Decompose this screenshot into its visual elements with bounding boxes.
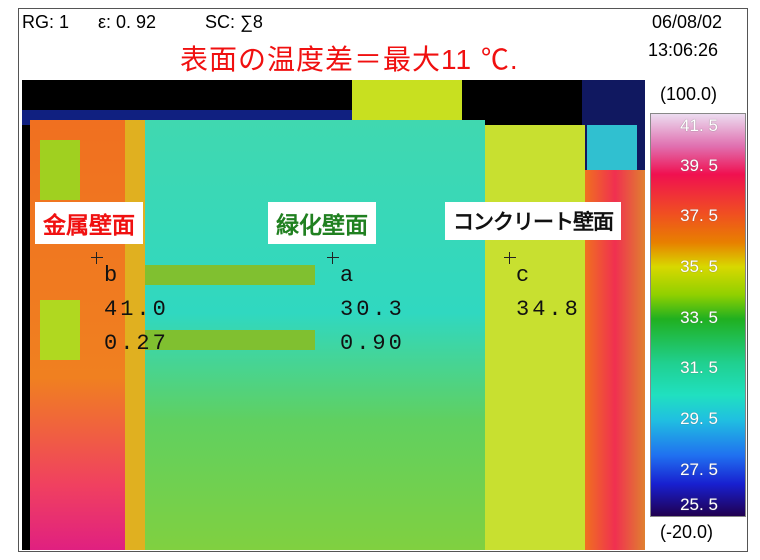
range-readout: RG: 1 [22, 12, 70, 32]
concrete-wall-label: コンクリート壁面 [445, 202, 621, 240]
scale-tick: 35. 5 [680, 257, 718, 276]
metal-wall-label: 金属壁面 [35, 202, 143, 244]
display-frame [18, 8, 748, 552]
emissivity-readout: ε: 0. 92 [98, 12, 157, 32]
crosshair-icon [91, 252, 103, 264]
scale-max-range: (100.0) [660, 84, 718, 104]
thermal-image [22, 80, 645, 550]
temperature-color-scale: 41. 5 39. 5 37. 5 35. 5 33. 5 31. 5 29. … [650, 113, 746, 517]
scale-tick: 39. 5 [680, 156, 718, 175]
scan-readout: SC: ∑8 [205, 12, 263, 32]
scale-min-range: (-20.0) [660, 522, 714, 542]
point-c-temp: 34.8 [516, 297, 581, 322]
scale-tick: 41. 5 [680, 116, 718, 135]
scale-tick: 31. 5 [680, 358, 718, 377]
scale-tick: 27. 5 [680, 460, 718, 479]
crosshair-icon [504, 252, 516, 264]
scale-tick: 25. 5 [680, 495, 718, 514]
point-c-id: c [516, 263, 533, 288]
date-readout: 06/08/02 [652, 12, 723, 32]
scale-tick: 29. 5 [680, 409, 718, 428]
point-b-id: b [104, 263, 121, 288]
point-a-id: a [340, 263, 357, 288]
point-a-temp: 30.3 [340, 297, 405, 322]
scale-tick: 33. 5 [680, 308, 718, 327]
crosshair-icon [327, 252, 339, 264]
point-b-temp: 41.0 [104, 297, 169, 322]
point-b-emissivity: 0.27 [104, 331, 169, 356]
time-readout: 13:06:26 [648, 40, 719, 60]
scale-tick: 37. 5 [680, 206, 718, 225]
point-a-emissivity: 0.90 [340, 331, 405, 356]
green-wall-label: 緑化壁面 [268, 202, 376, 244]
image-title: 表面の温度差＝最大11 ℃. [180, 44, 519, 75]
